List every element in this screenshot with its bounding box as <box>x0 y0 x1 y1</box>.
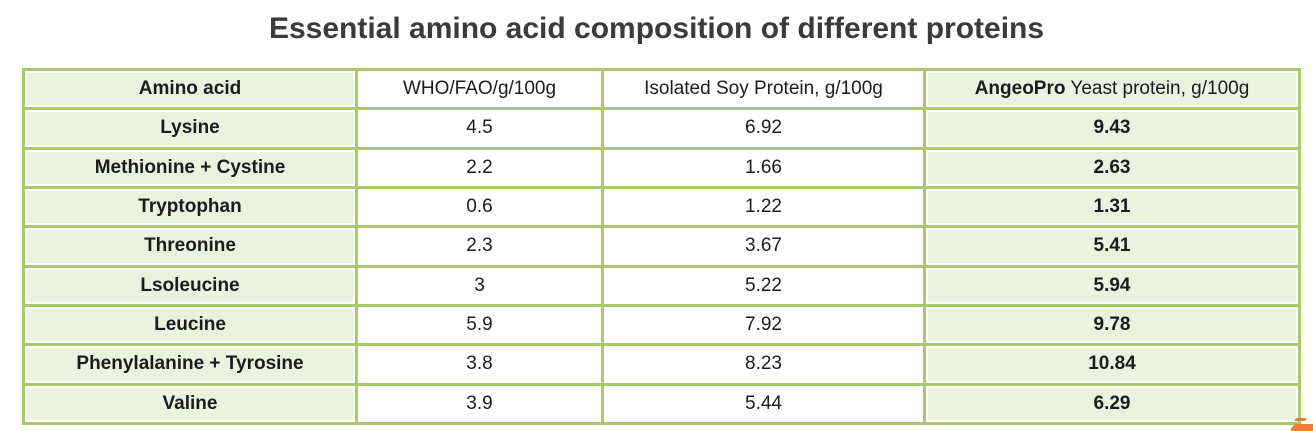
angeopro-value-cell: 1.31 <box>923 185 1301 229</box>
header-who-fao: WHO/FAO/g/100g <box>355 67 604 111</box>
table-row: Lysine 4.5 6.92 9.43 <box>22 107 1301 150</box>
soy-value-cell: 8.23 <box>601 343 926 386</box>
table-row: Leucine 5.9 7.92 9.78 <box>22 303 1301 347</box>
angeopro-value-cell: 10.84 <box>923 343 1301 386</box>
amino-acid-name-cell: Phenylalanine + Tyrosine <box>22 343 358 386</box>
table-row: Tryptophan 0.6 1.22 1.31 <box>22 185 1301 229</box>
header-amino-acid: Amino acid <box>22 67 358 111</box>
who-fao-value-cell: 0.6 <box>355 185 604 229</box>
soy-value-cell: 3.67 <box>601 225 926 268</box>
who-fao-value-cell: 5.9 <box>355 303 604 347</box>
amino-acid-name-cell: Threonine <box>22 225 358 268</box>
soy-value-cell: 7.92 <box>601 303 926 347</box>
amino-acid-name-cell: Valine <box>22 382 358 426</box>
soy-value-cell: 6.92 <box>601 107 926 150</box>
who-fao-value-cell: 3.8 <box>355 343 604 386</box>
angeopro-value-cell: 6.29 <box>923 382 1301 426</box>
who-fao-value-cell: 2.3 <box>355 225 604 268</box>
angeopro-value-cell: 5.41 <box>923 225 1301 268</box>
table-row: Threonine 2.3 3.67 5.41 <box>22 225 1301 268</box>
amino-acid-name-cell: Lsoleucine <box>22 264 358 307</box>
swoosh-stroke-small <box>1293 418 1308 421</box>
angeopro-value-cell: 9.78 <box>923 303 1301 347</box>
amino-acid-name-cell: Methionine + Cystine <box>22 146 358 189</box>
soy-value-cell: 5.22 <box>601 264 926 307</box>
header-isolated-soy: Isolated Soy Protein, g/100g <box>601 67 926 111</box>
table-row: Lsoleucine 3 5.22 5.94 <box>22 264 1301 307</box>
amino-acid-name-cell: Tryptophan <box>22 185 358 229</box>
swoosh-stroke-large <box>1289 424 1313 431</box>
angeopro-value-cell: 9.43 <box>923 107 1301 150</box>
table-header-row: Amino acid WHO/FAO/g/100g Isolated Soy P… <box>22 67 1301 111</box>
orange-swoosh-decoration <box>1279 418 1313 431</box>
who-fao-value-cell: 3.9 <box>355 382 604 426</box>
angeopro-value-cell: 2.63 <box>923 146 1301 189</box>
soy-value-cell: 1.66 <box>601 146 926 189</box>
who-fao-value-cell: 3 <box>355 264 604 307</box>
table-row: Valine 3.9 5.44 6.29 <box>22 382 1301 426</box>
brand-name: AngeoPro <box>974 78 1066 100</box>
who-fao-value-cell: 4.5 <box>355 107 604 150</box>
soy-value-cell: 1.22 <box>601 185 926 229</box>
table-row: Methionine + Cystine 2.2 1.66 2.63 <box>22 146 1301 189</box>
header-angeopro: AngeoPro Yeast protein, g/100g <box>923 67 1301 111</box>
who-fao-value-cell: 2.2 <box>355 146 604 189</box>
amino-acid-table: Amino acid WHO/FAO/g/100g Isolated Soy P… <box>22 67 1301 426</box>
soy-value-cell: 5.44 <box>601 382 926 426</box>
angeopro-value-cell: 5.94 <box>923 264 1301 307</box>
page-title: Essential amino acid composition of diff… <box>268 12 1045 45</box>
table-row: Phenylalanine + Tyrosine 3.8 8.23 10.84 <box>22 343 1301 386</box>
brand-name-suffix: Yeast protein, g/100g <box>1065 78 1250 100</box>
amino-acid-name-cell: Leucine <box>22 303 358 347</box>
amino-acid-name-cell: Lysine <box>22 107 358 150</box>
